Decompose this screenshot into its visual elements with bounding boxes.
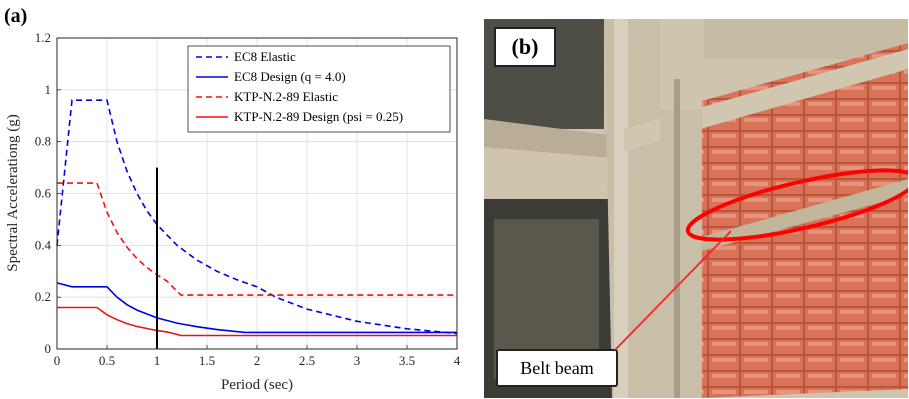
x-axis-title: Period (sec) (221, 377, 293, 393)
callout-overlay (614, 168, 908, 351)
x-tick-label: 1 (154, 353, 161, 368)
y-tick-label: 0.6 (35, 186, 52, 201)
y-tick-label: 0.4 (35, 237, 52, 252)
ticks: 0 0.5 1 1.5 2 2.5 3 3.5 4 0 0.2 0.4 0.6 0.8 1 1.2 (35, 30, 461, 368)
legend-label-2: EC8 Design (q = 4.0) (234, 69, 346, 84)
legend-box (187, 45, 451, 133)
x-tick-label: 4 (454, 353, 461, 368)
y-tick-label: 1 (45, 82, 52, 97)
x-tick-label: 3 (354, 353, 361, 368)
callout-leader-line (614, 230, 732, 351)
y-tick-label: 0.8 (35, 134, 51, 149)
x-tick-label: 1.5 (199, 353, 215, 368)
photo-panel: (b) Belt beam (484, 19, 908, 398)
legend: EC8 Elastic EC8 Design (q = 4.0) KTP-N.2-8… (187, 45, 451, 133)
y-tick-label: 0.2 (35, 289, 51, 304)
x-tick-label: 0.5 (99, 353, 115, 368)
x-tick-label: 2.5 (299, 353, 315, 368)
panel-a-tag: (a) (4, 5, 27, 27)
legend-label-4: KTP-N.2-89 Design (psi = 0.25) (234, 109, 403, 124)
x-tick-label: 2 (254, 353, 261, 368)
x-tick-label: 0 (54, 353, 61, 368)
belt-beam-callout: Belt beam (496, 349, 618, 387)
legend-label-3: KTP-N.2-89 Elastic (234, 89, 338, 104)
belt-beam-highlight (685, 168, 908, 242)
panel-b-tag: (b) (494, 27, 556, 67)
spectrum-chart: (a) 0 0.5 1 1.5 2 2.5 3 3.5 4 0 0.2 0.4 0.6 0.8 1 1.2 P… (4, 5, 461, 393)
y-tick-label: 1.2 (35, 30, 51, 45)
x-tick-label: 3.5 (399, 353, 415, 368)
series-line-2 (56, 282, 457, 334)
y-axis-title: Spectral Accelerationg (g) (5, 114, 21, 271)
legend-label-1: EC8 Elastic (234, 49, 296, 64)
y-tick-label: 0 (45, 341, 52, 356)
